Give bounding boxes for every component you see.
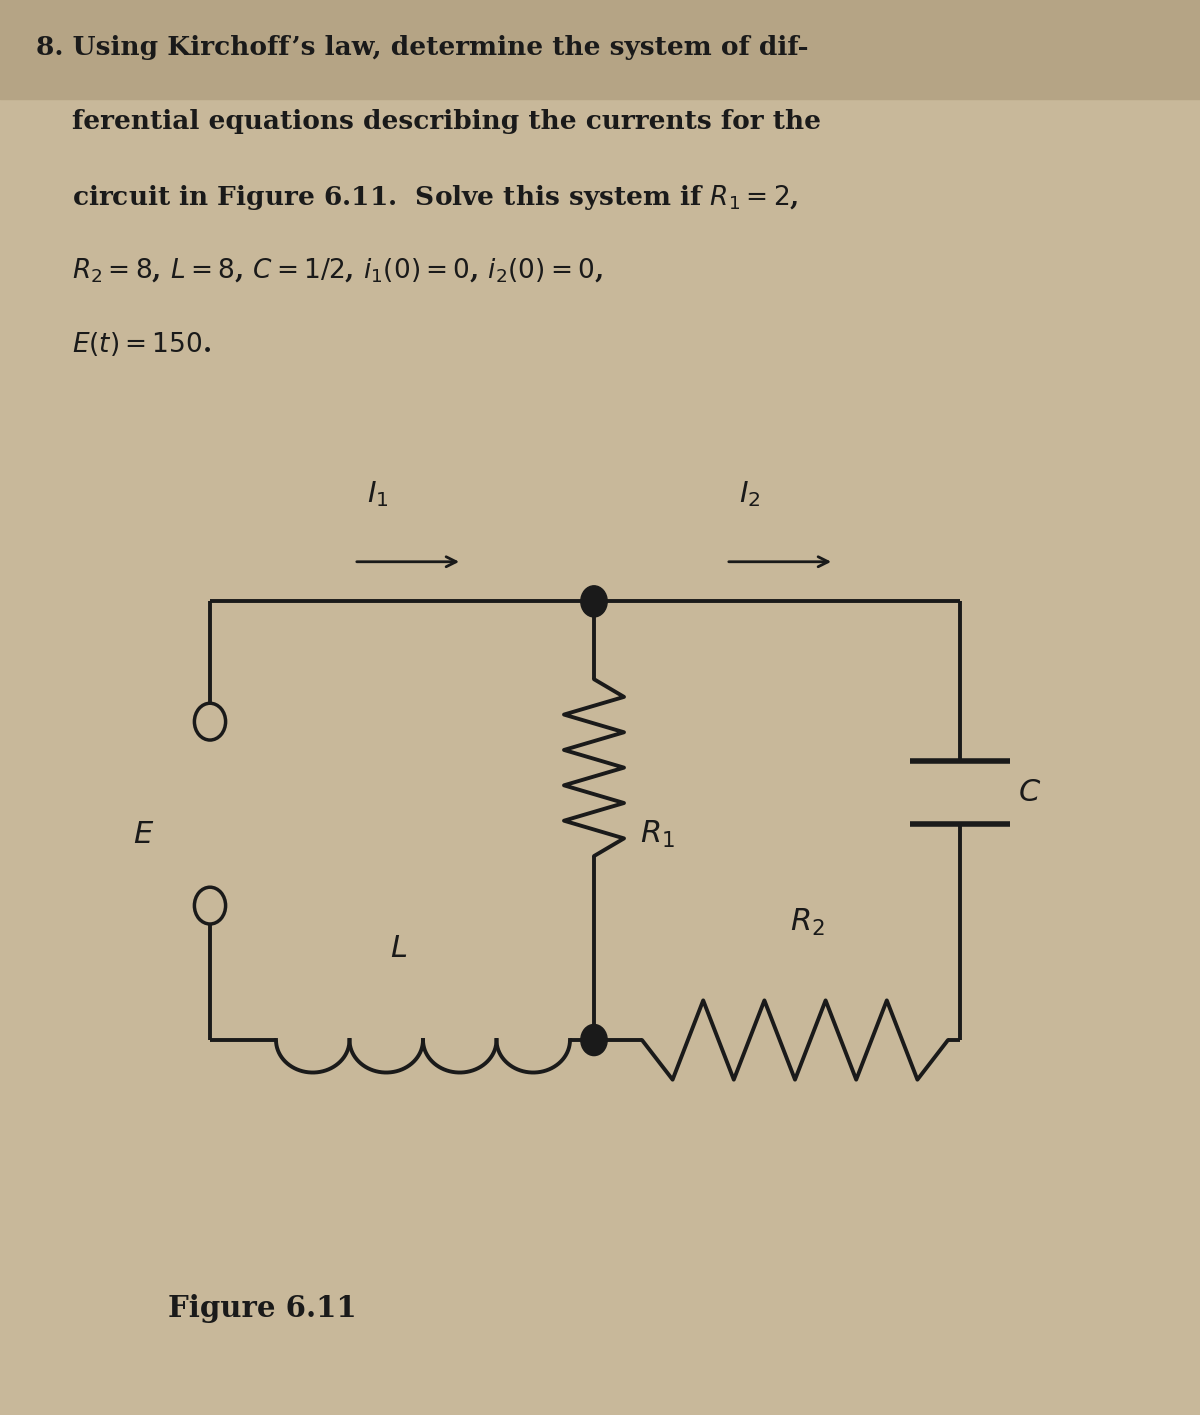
Text: $E$: $E$: [133, 819, 155, 850]
Text: circuit in Figure 6.11.  Solve this system if $R_1 = 2$,: circuit in Figure 6.11. Solve this syste…: [72, 183, 798, 211]
Text: $R_2 = 8$, $L = 8$, $C = 1/2$, $i_1(0) = 0$, $i_2(0) = 0$,: $R_2 = 8$, $L = 8$, $C = 1/2$, $i_1(0) =…: [72, 256, 602, 284]
Text: $I_1$: $I_1$: [367, 480, 389, 509]
Text: $L$: $L$: [390, 932, 408, 964]
Text: $E(t) = 150$.: $E(t) = 150$.: [72, 330, 211, 358]
Text: ferential equations describing the currents for the: ferential equations describing the curre…: [72, 109, 821, 134]
Text: Figure 6.11: Figure 6.11: [168, 1295, 356, 1323]
Text: 8. Using Kirchoff’s law, determine the system of dif-: 8. Using Kirchoff’s law, determine the s…: [36, 35, 809, 61]
Text: $R_1$: $R_1$: [640, 819, 674, 850]
Text: $C$: $C$: [1018, 777, 1040, 808]
Text: $R_2$: $R_2$: [790, 907, 824, 938]
Circle shape: [581, 586, 607, 617]
Circle shape: [581, 1024, 607, 1056]
Text: $I_2$: $I_2$: [739, 480, 761, 509]
Bar: [0, 0, 1200, 99]
